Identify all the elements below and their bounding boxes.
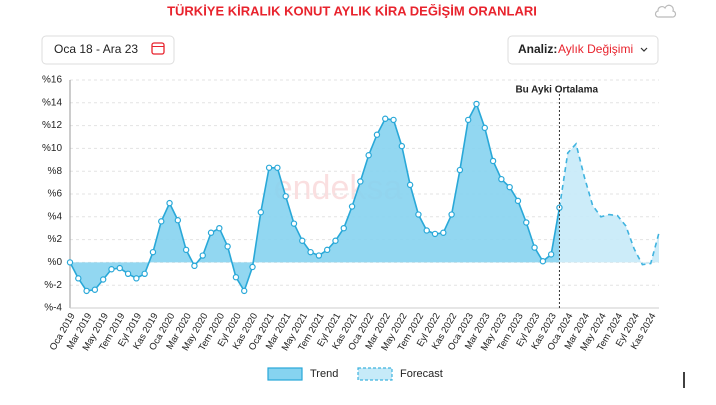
point	[398, 142, 406, 150]
point	[265, 164, 273, 171]
point	[506, 183, 513, 191]
y-tick-label: %8	[48, 166, 63, 177]
date-picker[interactable]: Oca 18 - Ara 23	[41, 35, 175, 65]
point	[523, 219, 530, 226]
point	[249, 263, 256, 271]
chart-title: TÜRKİYE KİRALIK KONUT AYLIK KİRA DEĞİŞİM…	[167, 3, 537, 18]
legend-swatch	[267, 367, 303, 381]
point	[365, 152, 372, 159]
area	[559, 143, 659, 265]
point	[141, 270, 148, 277]
point	[406, 181, 414, 189]
point	[315, 252, 323, 259]
point	[382, 115, 389, 122]
point	[440, 229, 447, 236]
point	[357, 178, 364, 185]
point	[531, 244, 538, 251]
point	[332, 237, 339, 244]
calendar-icon	[151, 42, 165, 55]
point	[241, 287, 248, 295]
point	[282, 193, 289, 200]
point	[216, 224, 223, 232]
date-range: Oca 18 - Ara 23	[54, 42, 138, 56]
date-picker-box	[41, 35, 175, 65]
y-tick-label: %0	[48, 257, 63, 268]
point	[348, 203, 356, 210]
y-tick-label: %6	[48, 189, 63, 200]
legend-swatch	[357, 367, 393, 381]
y-tick-label: %2	[48, 234, 63, 245]
point	[547, 251, 555, 258]
point	[431, 230, 439, 238]
area	[70, 103, 560, 291]
point	[323, 246, 331, 254]
point	[307, 248, 314, 256]
point	[91, 286, 99, 293]
line	[558, 142, 660, 266]
legend-label: Forecast	[400, 368, 443, 380]
point	[124, 270, 132, 277]
point	[99, 276, 107, 283]
y-tick-label: %10	[42, 143, 62, 154]
point	[498, 175, 505, 183]
point	[182, 246, 190, 254]
point	[373, 131, 381, 138]
analysis-value: Aylık Değişimi	[558, 42, 633, 56]
annotation: Bu Ayki Ortalama	[515, 85, 598, 96]
point	[232, 274, 240, 281]
point	[83, 287, 90, 295]
point	[158, 218, 165, 225]
point	[199, 252, 206, 259]
point	[473, 100, 480, 108]
point	[207, 229, 215, 236]
point	[191, 262, 198, 270]
point	[224, 243, 231, 250]
point	[415, 211, 422, 218]
y-tick-label: %14	[42, 97, 62, 108]
legend-label: Trend	[310, 368, 338, 380]
point	[464, 116, 472, 124]
point	[340, 224, 347, 232]
point	[174, 217, 182, 224]
point	[274, 164, 281, 171]
point	[481, 124, 488, 132]
analysis-label: Analiz:	[518, 42, 557, 56]
point	[66, 259, 74, 266]
point	[257, 209, 265, 216]
analysis-select-box	[507, 35, 659, 65]
point	[423, 227, 430, 234]
cloud-icon[interactable]	[654, 4, 677, 18]
point	[133, 275, 140, 282]
point	[116, 264, 123, 272]
point	[448, 211, 455, 218]
point	[489, 157, 497, 165]
line	[69, 101, 561, 293]
point	[108, 266, 115, 273]
y-tick-label: %4	[48, 211, 63, 222]
point	[290, 220, 298, 227]
y-tick-label: %16	[42, 75, 62, 86]
point	[166, 199, 173, 207]
point	[456, 166, 464, 174]
point	[514, 197, 522, 205]
point	[149, 248, 157, 256]
point	[539, 258, 547, 265]
y-tick-label: %-4	[44, 303, 62, 314]
chevron	[640, 47, 648, 52]
point	[390, 116, 397, 124]
cloud-icon-shape	[654, 4, 677, 18]
y-tick-label: %-2	[44, 280, 62, 291]
analysis-select[interactable]: Analiz: Aylık Değişimi	[507, 35, 659, 65]
point	[299, 237, 306, 244]
y-tick-label: %12	[42, 120, 62, 131]
point	[75, 275, 82, 282]
